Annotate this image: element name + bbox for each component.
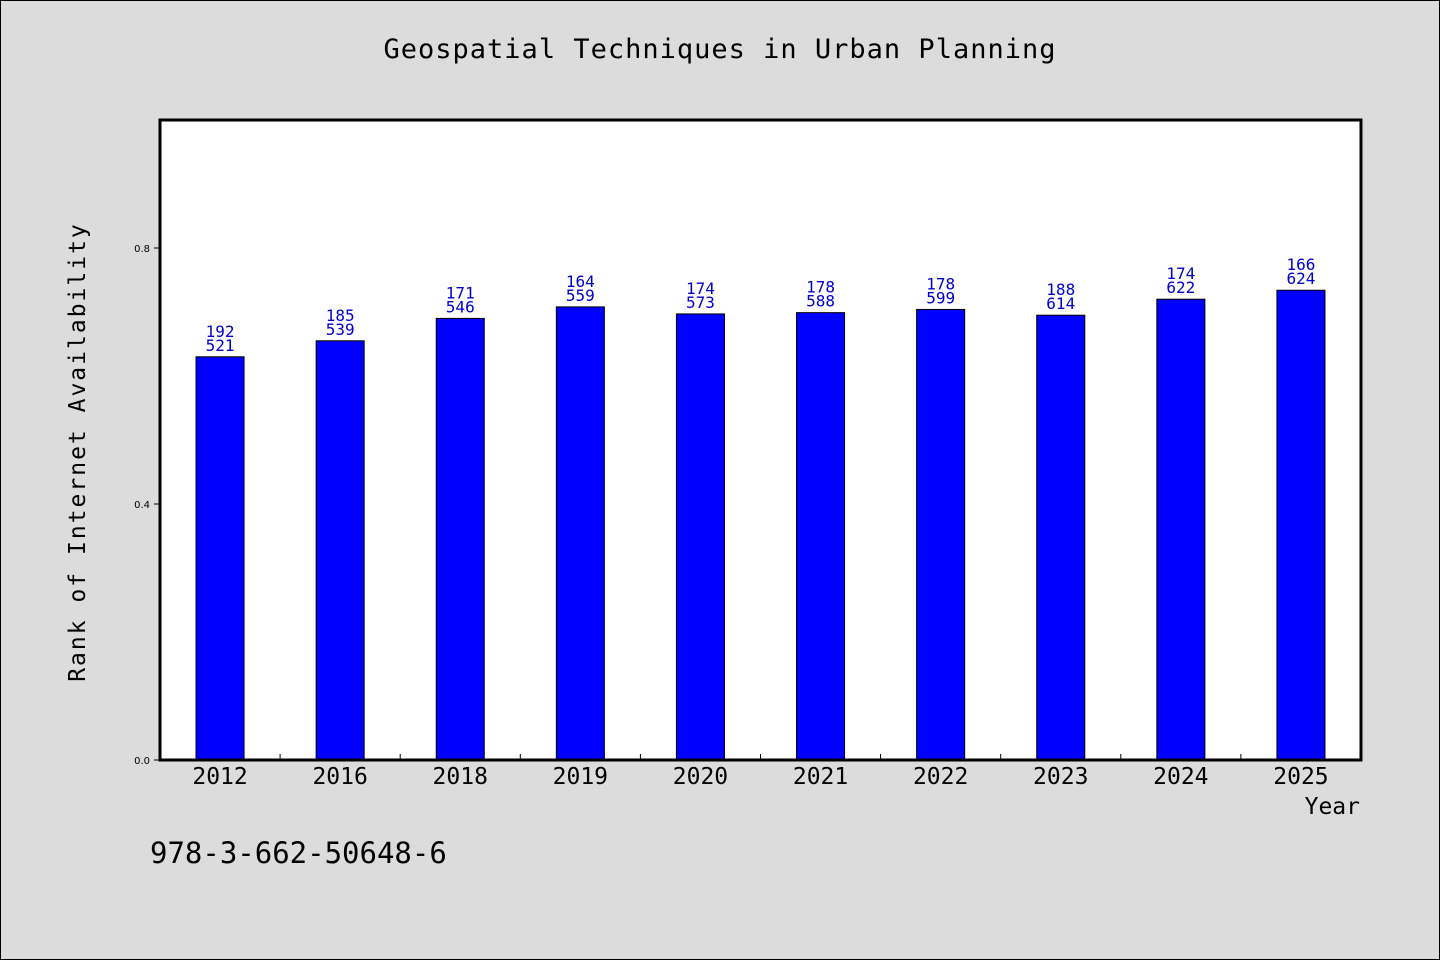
bar <box>315 340 365 761</box>
plot-border <box>158 118 1363 762</box>
data-label-top: 178 <box>926 274 955 293</box>
isbn-text: 978-3-662-50648-6 <box>150 836 447 870</box>
x-axis-label: Year <box>1304 794 1360 820</box>
x-tick-label: 2023 <box>1033 764 1088 790</box>
x-tick-label: 2018 <box>433 764 488 790</box>
bar <box>435 317 485 761</box>
bar <box>1036 314 1086 761</box>
x-tick-label: 2020 <box>673 764 728 790</box>
data-label-bottom: 622 <box>1166 278 1195 297</box>
y-tick-label: 0.4 <box>134 500 150 511</box>
bar <box>1156 298 1206 761</box>
data-label-top: 174 <box>686 279 715 298</box>
bar <box>1276 289 1326 761</box>
chart-title: Geospatial Techniques in Urban Planning <box>383 34 1057 65</box>
bar <box>796 312 846 761</box>
x-tick-label: 2016 <box>312 764 367 790</box>
data-label-top: 171 <box>446 283 475 302</box>
data-label-top: 174 <box>1166 264 1195 283</box>
x-tick-label: 2024 <box>1153 764 1208 790</box>
data-label-bottom: 588 <box>806 292 835 311</box>
y-tick-label: 0.0 <box>134 756 150 767</box>
x-tick-label: 2012 <box>192 764 247 790</box>
bar <box>555 306 605 761</box>
x-tick-label: 2025 <box>1273 764 1328 790</box>
y-axis-label: Rank of Internet Availability <box>65 222 91 682</box>
x-tick-label: 2022 <box>913 764 968 790</box>
bar <box>916 308 966 761</box>
data-label-bottom: 624 <box>1286 269 1315 288</box>
data-label-top: 166 <box>1286 255 1315 274</box>
data-label-top: 178 <box>806 278 835 297</box>
data-label-top: 192 <box>206 322 235 341</box>
bar <box>195 356 245 761</box>
data-label-bottom: 614 <box>1046 294 1075 313</box>
data-label-bottom: 573 <box>686 293 715 312</box>
data-label-bottom: 599 <box>926 288 955 307</box>
x-tick-label: 2019 <box>553 764 608 790</box>
data-label-top: 164 <box>566 272 595 291</box>
y-tick-label: 0.8 <box>134 244 150 255</box>
data-label-bottom: 559 <box>566 286 595 305</box>
data-label-top: 185 <box>326 306 355 325</box>
data-label-top: 188 <box>1046 280 1075 299</box>
bar <box>675 313 725 761</box>
data-label-bottom: 521 <box>206 336 235 355</box>
x-tick-label: 2021 <box>793 764 848 790</box>
data-label-bottom: 546 <box>446 297 475 316</box>
data-label-bottom: 539 <box>326 320 355 339</box>
